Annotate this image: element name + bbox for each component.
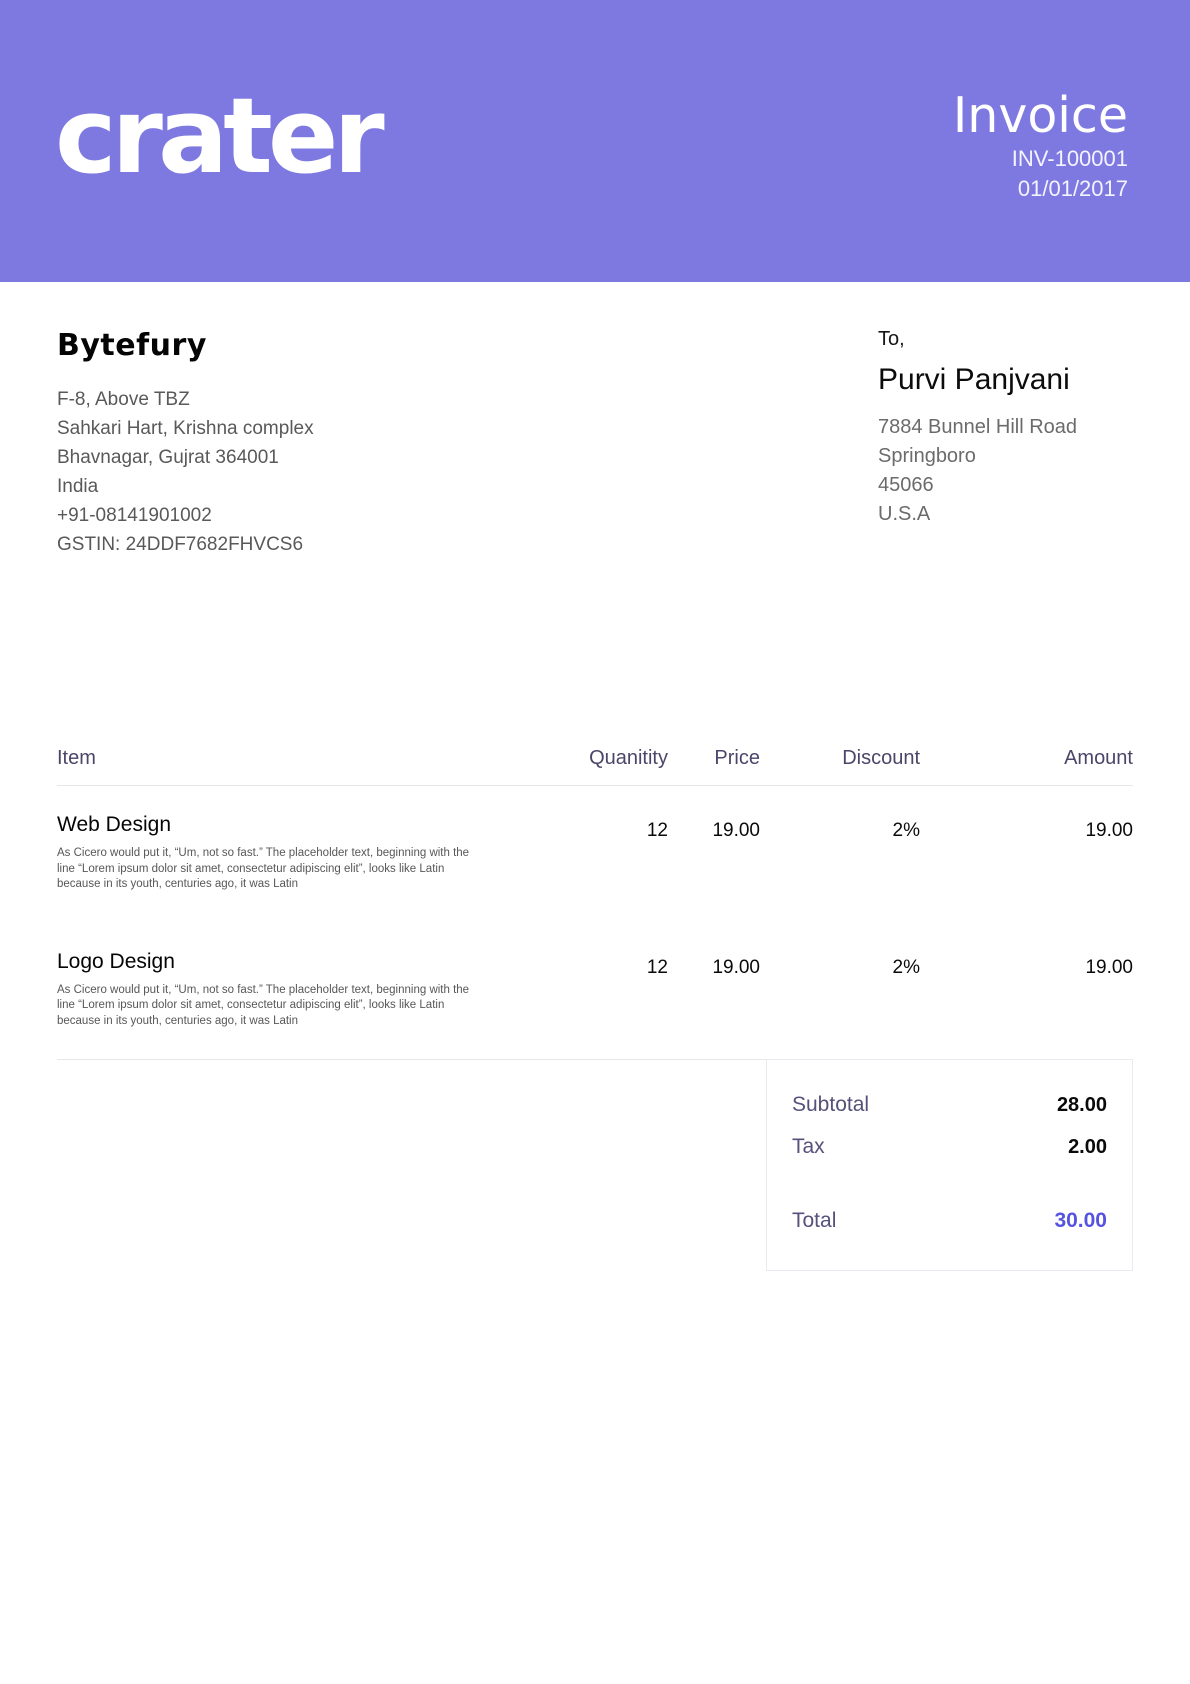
invoice-date: 01/01/2017 — [1017, 176, 1128, 201]
items-header-row: Item Quanitity Price Discount Amount — [57, 747, 1133, 786]
company-address-line: India — [57, 476, 99, 497]
company-address: F-8, Above TBZ Sahkari Hart, Krishna com… — [57, 385, 314, 559]
company-address-line: Sahkari Hart, Krishna complex — [57, 418, 314, 439]
company-block: Bytefury F-8, Above TBZ Sahkari Hart, Kr… — [57, 328, 314, 559]
item-name: Web Design — [57, 813, 172, 836]
totals-box: Subtotal 28.00 Tax 2.00 Total 30.00 — [766, 1059, 1133, 1271]
bill-to-name: Purvi Panjvani — [878, 363, 1070, 396]
bill-to-address: 7884 Bunnel Hill Road Springboro 45066 U… — [878, 413, 1128, 529]
column-header-item: Item — [57, 747, 527, 786]
item-name: Logo Design — [57, 949, 175, 973]
company-gstin: GSTIN: 24DDF7682FHVCS6 — [57, 534, 304, 555]
invoice-header-banner: crater Invoice INV-100001 01/01/2017 — [0, 0, 1190, 282]
column-header-discount: Discount — [760, 747, 920, 786]
item-row: Web Design As Cicero would put it, “Um, … — [57, 786, 1133, 923]
item-quantity: 12 — [527, 922, 668, 1060]
company-address-line: Bhavnagar, Gujrat 364001 — [57, 447, 279, 468]
subtotal-value: 28.00 — [1056, 1093, 1107, 1116]
column-header-price: Price — [668, 747, 760, 786]
subtotal-label: Subtotal — [792, 1093, 870, 1116]
total-label: Total — [792, 1209, 837, 1232]
items-table: Item Quanitity Price Discount Amount Web… — [57, 747, 1133, 1060]
tax-value: 2.00 — [1068, 1135, 1107, 1158]
item-description: As Cicero would put it, “Um, not so fast… — [57, 983, 470, 1027]
bill-to-address-line: U.S.A — [878, 503, 931, 525]
bill-to-address-line: 7884 Bunnel Hill Road — [878, 416, 1078, 438]
item-price: 19.00 — [712, 820, 760, 841]
tax-row: Tax 2.00 — [792, 1126, 1107, 1168]
invoice-meta: Invoice INV-100001 01/01/2017 — [953, 88, 1128, 204]
invoice-title: Invoice — [952, 87, 1128, 144]
item-row: Logo Design As Cicero would put it, “Um,… — [57, 922, 1133, 1060]
invoice-number: INV-100001 — [1011, 146, 1128, 171]
item-discount: 2% — [760, 922, 920, 1060]
item-amount: 19.00 — [920, 922, 1133, 1060]
item-discount: 2% — [892, 820, 920, 841]
total-row: Total 30.00 — [792, 1200, 1107, 1242]
bill-to-label: To, — [878, 328, 905, 350]
parties-section: Bytefury F-8, Above TBZ Sahkari Hart, Kr… — [0, 282, 1190, 559]
crater-logo: crater — [55, 75, 385, 197]
total-value: 30.00 — [1054, 1209, 1107, 1232]
item-description: As Cicero would put it, “Um, not so fast… — [57, 847, 470, 890]
bill-to-address-line: Springboro — [878, 445, 976, 467]
item-price: 19.00 — [668, 922, 760, 1060]
item-quantity: 12 — [646, 820, 668, 841]
items-section: Item Quanitity Price Discount Amount Web… — [57, 747, 1133, 1060]
bill-to-address-line: 45066 — [878, 474, 934, 496]
company-name: Bytefury — [57, 328, 207, 363]
company-address-line: F-8, Above TBZ — [57, 389, 190, 410]
item-amount: 19.00 — [1085, 820, 1133, 841]
totals-spacer — [792, 1168, 1107, 1200]
column-header-amount: Amount — [920, 747, 1133, 786]
tax-label: Tax — [792, 1135, 825, 1158]
bill-to-block: To, Purvi Panjvani 7884 Bunnel Hill Road… — [878, 328, 1128, 559]
column-header-quantity: Quanitity — [527, 747, 668, 786]
company-phone: +91-08141901002 — [57, 505, 212, 526]
subtotal-row: Subtotal 28.00 — [792, 1084, 1107, 1126]
